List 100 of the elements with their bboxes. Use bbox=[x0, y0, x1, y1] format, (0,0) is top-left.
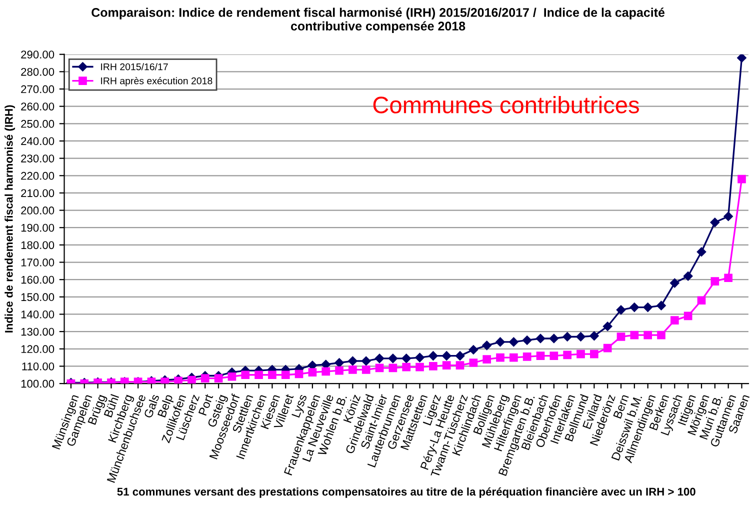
point bbox=[482, 340, 492, 350]
point bbox=[550, 352, 558, 360]
point bbox=[616, 332, 626, 341]
point bbox=[562, 332, 572, 342]
point bbox=[710, 218, 720, 228]
legend-label: IRH 2015/16/17 bbox=[101, 63, 168, 70]
point bbox=[683, 272, 693, 281]
point bbox=[670, 316, 679, 324]
point bbox=[576, 332, 586, 342]
point bbox=[281, 370, 290, 380]
point bbox=[374, 354, 384, 364]
y-tick-label: 190.00 bbox=[21, 224, 54, 232]
point bbox=[442, 351, 452, 360]
y-tick-label: 260.00 bbox=[21, 102, 54, 110]
point bbox=[468, 345, 478, 354]
point bbox=[616, 305, 626, 315]
point bbox=[590, 350, 598, 358]
point bbox=[429, 362, 438, 370]
point bbox=[375, 364, 384, 372]
legend-label: IRH après exécution 2018 bbox=[101, 77, 212, 86]
point bbox=[335, 366, 344, 375]
point bbox=[697, 296, 706, 305]
y-axis-title: Indice de rendement fiscal harmonisé (IRH) bbox=[4, 105, 15, 332]
point bbox=[549, 334, 559, 344]
point bbox=[724, 212, 733, 221]
point bbox=[388, 364, 398, 372]
point bbox=[308, 368, 317, 376]
point bbox=[361, 356, 371, 366]
point bbox=[268, 370, 276, 380]
point bbox=[670, 278, 680, 288]
point bbox=[362, 366, 370, 374]
point bbox=[696, 247, 706, 256]
y-tick-label: 160.00 bbox=[21, 276, 54, 284]
point bbox=[334, 358, 344, 368]
point bbox=[536, 352, 545, 360]
point bbox=[428, 351, 438, 360]
point bbox=[416, 362, 424, 372]
annotation: Communes contributrices bbox=[373, 96, 639, 114]
point bbox=[563, 350, 572, 360]
point bbox=[415, 352, 424, 362]
point bbox=[188, 376, 196, 384]
point bbox=[456, 361, 464, 370]
point bbox=[684, 312, 692, 320]
point bbox=[522, 352, 532, 361]
point bbox=[522, 336, 532, 345]
y-tick-label: 250.00 bbox=[21, 120, 54, 128]
point bbox=[455, 351, 465, 360]
point bbox=[228, 372, 236, 381]
y-tick-label: 120.00 bbox=[21, 345, 54, 354]
point bbox=[348, 356, 358, 366]
point bbox=[388, 354, 398, 364]
y-tick-label: 280.00 bbox=[21, 68, 54, 76]
point bbox=[496, 353, 504, 362]
point bbox=[630, 330, 639, 340]
chart-title: Comparaison: Indice de rendement fiscal harmonisé (IRH) 2015/2016/2017 / Indice de la capacité contributive compensée 2018 bbox=[92, 8, 665, 33]
point bbox=[710, 277, 720, 286]
point bbox=[402, 354, 411, 364]
point bbox=[308, 360, 318, 370]
point bbox=[241, 370, 250, 380]
y-tick-label: 130.00 bbox=[21, 328, 54, 336]
point bbox=[254, 370, 263, 380]
point bbox=[174, 376, 182, 384]
point bbox=[643, 302, 652, 312]
y-tick-label: 270.00 bbox=[21, 85, 54, 94]
point bbox=[590, 331, 599, 341]
point bbox=[724, 274, 732, 282]
point bbox=[322, 367, 330, 376]
point bbox=[509, 337, 518, 347]
y-tick-label: 140.00 bbox=[21, 310, 54, 318]
point bbox=[469, 358, 478, 367]
y-tick-label: 180.00 bbox=[21, 241, 54, 250]
point bbox=[630, 302, 640, 312]
point bbox=[160, 378, 170, 384]
point bbox=[603, 344, 612, 352]
y-tick-label: 150.00 bbox=[21, 293, 54, 302]
point bbox=[536, 334, 546, 344]
point bbox=[294, 370, 304, 378]
x-axis-title: 51 communes versant des prestations compensatoires au titre de la péréquation financière avec un IRH > 100 bbox=[117, 487, 696, 498]
y-tick-label: 200.00 bbox=[21, 206, 54, 214]
point bbox=[656, 300, 666, 310]
point bbox=[496, 337, 505, 347]
y-tick-label: 290.00 bbox=[21, 50, 54, 58]
y-tick-label: 110.00 bbox=[22, 362, 54, 370]
y-tick-label: 220.00 bbox=[21, 172, 54, 180]
point bbox=[602, 322, 612, 331]
point bbox=[737, 54, 746, 62]
y-tick-label: 230.00 bbox=[21, 154, 54, 162]
point bbox=[442, 361, 451, 370]
point bbox=[738, 174, 746, 184]
x-tick-label: Gals bbox=[143, 394, 160, 418]
point bbox=[402, 362, 411, 372]
point bbox=[576, 350, 585, 358]
y-tick-label: 240.00 bbox=[21, 137, 54, 146]
point bbox=[644, 330, 652, 340]
y-tick-label: 170.00 bbox=[21, 258, 54, 266]
point bbox=[200, 374, 210, 383]
point bbox=[657, 330, 666, 340]
y-tick-label: 210.00 bbox=[21, 189, 54, 198]
point bbox=[348, 366, 357, 374]
y-tick-label: 100.00 bbox=[21, 380, 54, 388]
